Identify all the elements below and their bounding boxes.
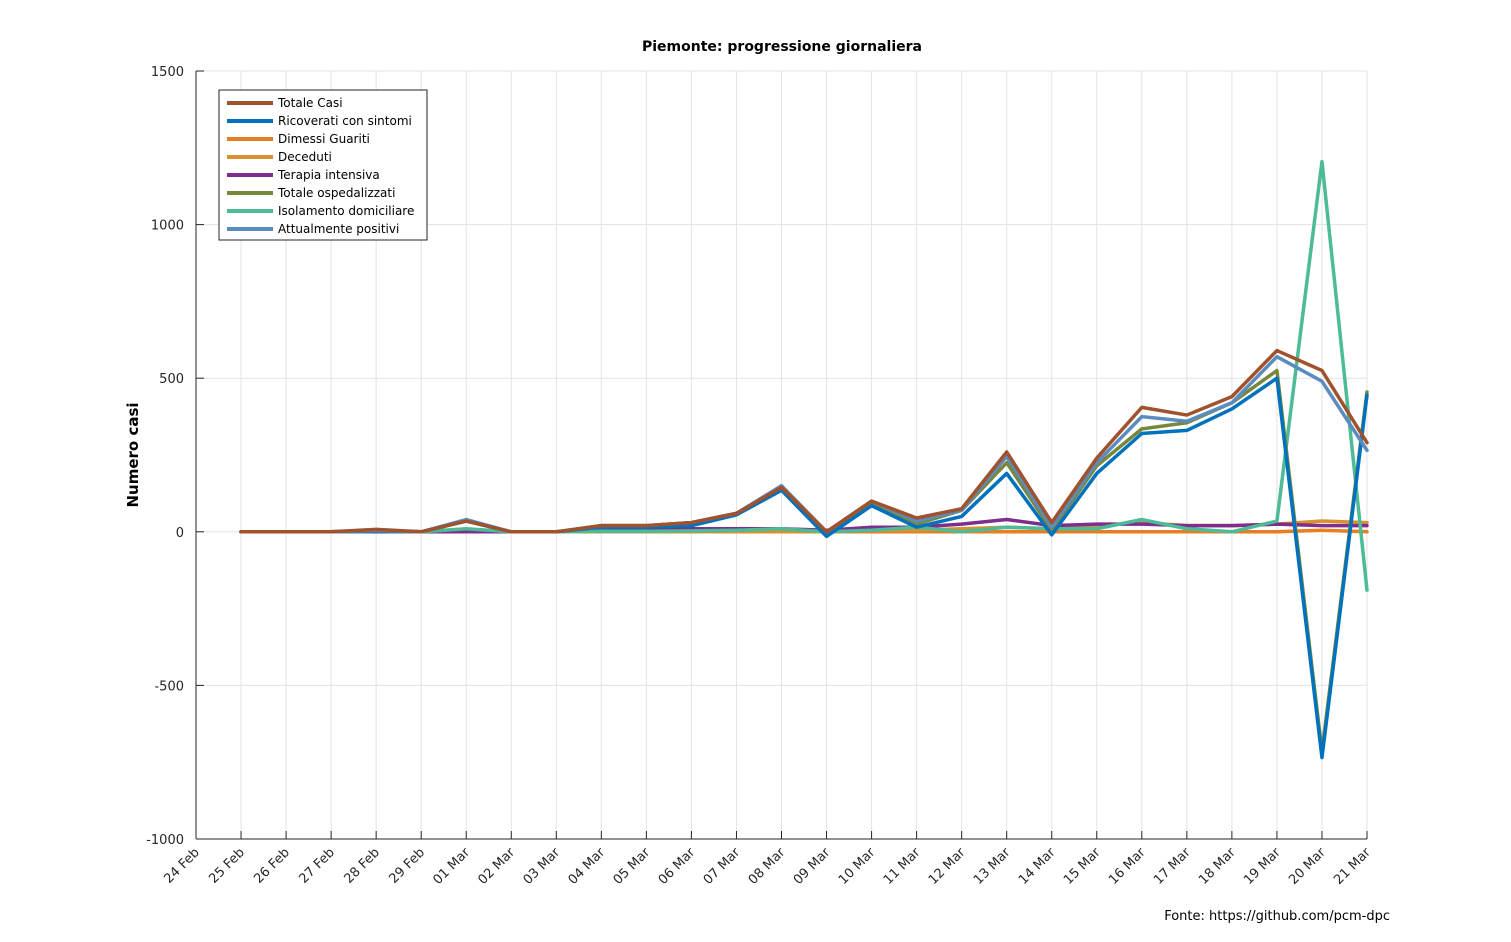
series-line-totale-casi <box>239 348 1369 534</box>
legend-label-deceduti: Deceduti <box>278 150 332 164</box>
legend-label-isolamento-domiciliare: Isolamento domiciliare <box>278 204 414 218</box>
legend-box <box>218 89 428 241</box>
y-tick-label: 500 <box>159 372 184 387</box>
source-note: Fonte: https://github.com/pcm-dpc <box>1164 909 1390 924</box>
series-group <box>239 159 1369 760</box>
y-tick-label: -500 <box>154 679 184 694</box>
legend-label-dimessi-guariti: Dimessi Guariti <box>278 132 370 146</box>
y-tick-label: 0 <box>176 526 184 541</box>
y-axis-label: Numero casi <box>124 402 142 507</box>
legend-label-terapia-intensiva: Terapia intensiva <box>277 168 380 182</box>
legend-label-totale-casi: Totale Casi <box>277 96 343 110</box>
legend: Totale Casi Ricoverati con sintomi Dimessi… <box>218 89 428 241</box>
y-tick-label: 1500 <box>151 65 184 80</box>
y-tick-label: 1000 <box>151 219 184 234</box>
y-tick-label: -1000 <box>146 833 184 848</box>
legend-label-attualmente-positivi: Attualmente positivi <box>278 222 399 236</box>
chart-title: Piemonte: progressione giornaliera <box>642 39 922 55</box>
legend-label-ricoverati-con-sintomi: Ricoverati con sintomi <box>278 114 412 128</box>
legend-label-totale-ospedalizzati: Totale ospedalizzati <box>277 186 395 200</box>
